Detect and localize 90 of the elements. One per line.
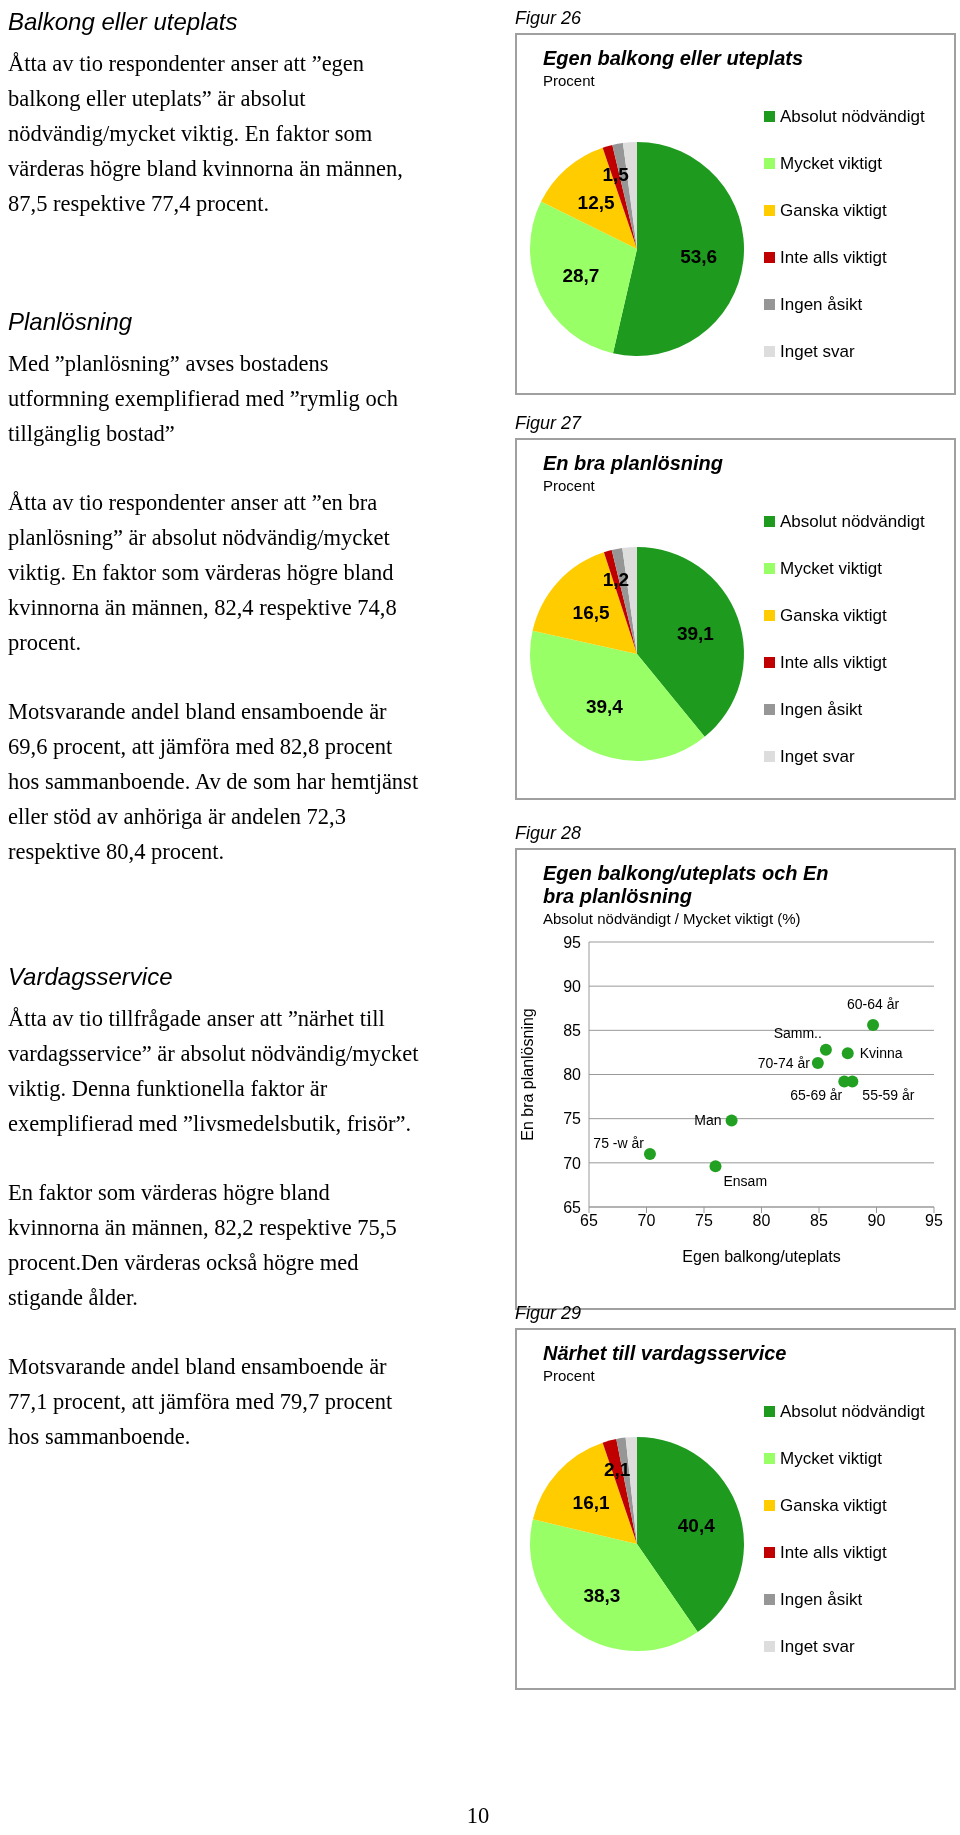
x-tick-label: 80 xyxy=(752,1212,771,1230)
point xyxy=(643,1148,656,1160)
pie-slice xyxy=(637,1437,744,1633)
x-tick-label: 65 xyxy=(580,1212,598,1230)
legend-label: Mycket viktigt xyxy=(780,153,883,174)
y-tick-label: 90 xyxy=(563,977,582,995)
data-label: 1,5 xyxy=(602,164,630,186)
chart-title: Egen balkong/uteplats och En bra planlösning xyxy=(543,862,830,908)
legend-label: Absolut nödvändigt xyxy=(780,106,925,127)
text: Planlösning xyxy=(8,308,134,336)
legend-label: Ganska viktigt xyxy=(780,605,887,626)
data-label: 12,5 xyxy=(577,191,616,213)
annotation: Samm.. xyxy=(773,1024,822,1041)
legend-label: Ganska viktigt xyxy=(780,200,887,221)
point xyxy=(819,1043,832,1056)
pie-slice xyxy=(532,552,637,654)
y-tick-label: 75 xyxy=(563,1110,582,1128)
data-label: 16,1 xyxy=(572,1491,611,1513)
legend-label: Ingen åsikt xyxy=(780,1589,863,1610)
annotation: 60-64 år xyxy=(846,996,900,1013)
data-label: 39,1 xyxy=(676,622,715,644)
legend-label: Mycket viktigt xyxy=(780,558,883,579)
text: En faktor som värderas högre bland kvinnorna än männen, 82,2 respektive 75,5 procent.Den värderas också högre med stigande ålder. xyxy=(8,1179,398,1312)
pie-slice xyxy=(532,1442,637,1544)
x-tick-label: 90 xyxy=(867,1212,886,1230)
annotation: Man xyxy=(694,1112,722,1129)
text: Figur 29 xyxy=(515,1303,583,1324)
legend-label: Inget svar xyxy=(780,746,855,767)
legend-label: Absolut nödvändigt xyxy=(780,511,925,532)
point xyxy=(841,1047,854,1060)
text: 10 xyxy=(465,1802,491,1830)
x-tick-label: 85 xyxy=(810,1212,828,1230)
text: Vardagsservice xyxy=(8,963,174,991)
data-label: 53,6 xyxy=(680,245,718,267)
point xyxy=(811,1057,824,1070)
text: Procent xyxy=(543,72,596,89)
data-label: 38,3 xyxy=(583,1584,621,1606)
data-label: 1,2 xyxy=(602,569,630,591)
text: Åtta av tio respondenter anser att ”egen balkong eller uteplats” är absolut nödvändig/mycket viktig. En faktor som värderas högre bland kvinnorna än männen, 87,5 respektive 77,4 procent. xyxy=(8,50,404,218)
data-label: 2,1 xyxy=(603,1459,631,1481)
annotation: 75 -w år xyxy=(593,1135,645,1151)
x-tick-label: 75 xyxy=(695,1212,713,1230)
x-axis-title: Egen balkong/uteplats xyxy=(682,1248,841,1265)
pie-slice xyxy=(637,547,744,737)
text: Närhet till vardagsservice xyxy=(543,1342,788,1365)
text: Figur 26 xyxy=(515,8,583,29)
text: Figur 27 xyxy=(515,413,583,434)
text: Motsvarande andel bland ensamboende är 77,1 procent, att jämföra med 79,7 procent hos sammanboende. xyxy=(8,1353,394,1451)
legend-label: Mycket viktigt xyxy=(780,1448,883,1469)
y-tick-label: 85 xyxy=(563,1022,582,1040)
text: Procent xyxy=(543,477,596,494)
y-tick-label: 70 xyxy=(563,1154,582,1172)
legend-label: Ingen åsikt xyxy=(780,294,863,315)
legend-label: Ingen åsikt xyxy=(780,699,863,720)
legend-label: Inte alls viktigt xyxy=(780,247,887,268)
x-tick-label: 70 xyxy=(637,1212,656,1230)
point xyxy=(867,1019,880,1032)
x-tick-label: 95 xyxy=(925,1212,943,1230)
text: Egen balkong eller uteplats xyxy=(543,47,805,70)
text: Med ”planlösning” avses bostadens utformning exemplifierad med ”rymlig och tillgänglig bostad” xyxy=(8,350,399,448)
legend-label: Inte alls viktigt xyxy=(780,1542,887,1563)
data-label: 39,4 xyxy=(585,696,624,718)
data-label: 16,5 xyxy=(572,601,611,623)
point xyxy=(725,1114,738,1127)
data-label: 40,4 xyxy=(677,1515,716,1537)
text: Procent xyxy=(543,1367,596,1384)
legend-label: Inte alls viktigt xyxy=(780,652,887,673)
annotation: Kvinna xyxy=(859,1045,903,1062)
legend-label: Inget svar xyxy=(780,1636,855,1657)
annotation: 65-69 år xyxy=(790,1086,843,1103)
y-axis-title: En bra planlösning xyxy=(518,1008,536,1141)
text: Åtta av tio tillfrågade anser att ”närhet till vardagsservice” är absolut nödvändig/mycket viktig. Denna funktionella faktor är exemplifierad med ”livsmedelsbutik, frisör”. xyxy=(8,1005,420,1138)
y-tick-label: 95 xyxy=(563,933,582,951)
text: Motsvarande andel bland ensamboende är 69,6 procent, att jämföra med 82,8 procent hos sammanboende. Av de som har hemtjänst eller stöd av anhöriga är andelen 72,3 respektive 80,4 procent. xyxy=(8,698,420,866)
legend-label: Inget svar xyxy=(780,341,855,362)
point xyxy=(709,1160,722,1173)
annotation: 70-74 år xyxy=(757,1055,811,1072)
legend-label: Ganska viktigt xyxy=(780,1495,887,1516)
y-tick-label: 65 xyxy=(563,1198,582,1216)
annotation: 55-59 år xyxy=(862,1086,915,1103)
text: Figur 28 xyxy=(515,823,583,844)
text: Åtta av tio respondenter anser att ”en bra planlösning” är absolut nödvändig/mycket viktig. En faktor som värderas högre bland kvinnorna än männen, 82,4 respektive 74,8 procent. xyxy=(8,489,398,657)
data-label: 28,7 xyxy=(562,265,600,287)
legend-label: Absolut nödvändigt xyxy=(780,1401,925,1422)
text: En bra planlösning xyxy=(543,452,724,475)
pie-slice xyxy=(541,147,637,249)
annotation: Ensam xyxy=(723,1173,768,1190)
chart-subtitle: Absolut nödvändigt / Mycket viktigt (%) xyxy=(543,910,802,927)
y-tick-label: 80 xyxy=(563,1066,582,1084)
text: Balkong eller uteplats xyxy=(8,8,239,36)
